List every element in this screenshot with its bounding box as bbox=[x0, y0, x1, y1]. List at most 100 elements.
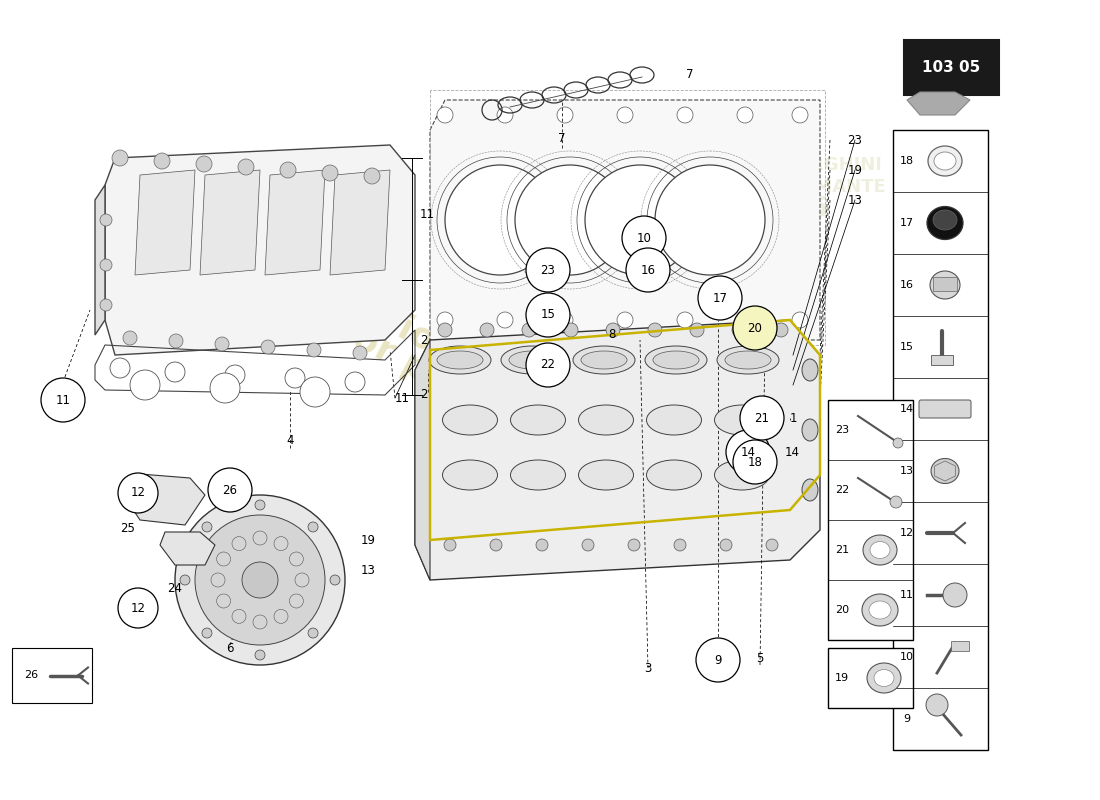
Ellipse shape bbox=[509, 351, 556, 369]
Text: 19: 19 bbox=[847, 163, 862, 177]
Bar bbox=[931, 355, 953, 365]
Circle shape bbox=[480, 323, 494, 337]
Ellipse shape bbox=[437, 351, 483, 369]
Circle shape bbox=[110, 358, 130, 378]
Circle shape bbox=[280, 162, 296, 178]
Circle shape bbox=[564, 323, 578, 337]
Text: 5: 5 bbox=[757, 651, 763, 665]
Ellipse shape bbox=[874, 670, 894, 686]
Text: 24: 24 bbox=[167, 582, 183, 594]
Circle shape bbox=[606, 323, 620, 337]
Text: 12: 12 bbox=[131, 602, 145, 614]
Text: 16: 16 bbox=[640, 263, 656, 277]
Circle shape bbox=[274, 610, 288, 623]
Text: 1: 1 bbox=[790, 411, 798, 425]
Text: 7: 7 bbox=[686, 69, 694, 82]
Polygon shape bbox=[135, 170, 195, 275]
Circle shape bbox=[253, 615, 267, 629]
Ellipse shape bbox=[429, 346, 491, 374]
Bar bbox=[933, 277, 957, 291]
Circle shape bbox=[330, 575, 340, 585]
Text: 9: 9 bbox=[903, 714, 911, 724]
FancyBboxPatch shape bbox=[918, 400, 971, 418]
Ellipse shape bbox=[927, 206, 962, 239]
Circle shape bbox=[210, 373, 240, 403]
Text: 20: 20 bbox=[748, 322, 762, 334]
Circle shape bbox=[242, 562, 278, 598]
Circle shape bbox=[497, 107, 513, 123]
Circle shape bbox=[732, 323, 746, 337]
Circle shape bbox=[696, 638, 740, 682]
Text: 2: 2 bbox=[420, 389, 428, 402]
Text: 85: 85 bbox=[791, 195, 829, 223]
Circle shape bbox=[217, 594, 231, 608]
Circle shape bbox=[300, 377, 330, 407]
Circle shape bbox=[238, 159, 254, 175]
Circle shape bbox=[737, 312, 754, 328]
Text: 16: 16 bbox=[900, 280, 914, 290]
Circle shape bbox=[232, 537, 246, 550]
Text: 11: 11 bbox=[900, 590, 914, 600]
Ellipse shape bbox=[802, 479, 818, 501]
Circle shape bbox=[255, 500, 265, 510]
Polygon shape bbox=[200, 170, 260, 275]
Circle shape bbox=[118, 588, 158, 628]
Ellipse shape bbox=[647, 460, 702, 490]
Ellipse shape bbox=[928, 146, 962, 176]
Text: 10: 10 bbox=[637, 231, 651, 245]
Circle shape bbox=[295, 573, 309, 587]
Circle shape bbox=[261, 340, 275, 354]
Ellipse shape bbox=[653, 351, 698, 369]
Circle shape bbox=[196, 156, 212, 172]
Circle shape bbox=[792, 107, 808, 123]
Circle shape bbox=[648, 323, 662, 337]
Circle shape bbox=[169, 334, 183, 348]
Text: 2: 2 bbox=[420, 334, 428, 346]
Circle shape bbox=[253, 531, 267, 545]
Text: 9: 9 bbox=[714, 654, 722, 666]
Circle shape bbox=[733, 306, 777, 350]
Ellipse shape bbox=[573, 346, 635, 374]
Circle shape bbox=[154, 153, 170, 169]
Polygon shape bbox=[908, 92, 970, 115]
Circle shape bbox=[307, 343, 321, 357]
Text: 11: 11 bbox=[395, 391, 410, 405]
Text: 25: 25 bbox=[121, 522, 135, 534]
Text: 22: 22 bbox=[835, 485, 849, 495]
Circle shape bbox=[195, 515, 324, 645]
Text: 6: 6 bbox=[227, 642, 233, 654]
Circle shape bbox=[285, 368, 305, 388]
Circle shape bbox=[698, 276, 742, 320]
Circle shape bbox=[557, 107, 573, 123]
Text: 21: 21 bbox=[755, 411, 770, 425]
Text: 13: 13 bbox=[848, 194, 862, 206]
Polygon shape bbox=[430, 100, 820, 340]
Circle shape bbox=[232, 610, 246, 623]
Circle shape bbox=[585, 165, 695, 275]
Text: 20: 20 bbox=[835, 605, 849, 615]
Circle shape bbox=[497, 312, 513, 328]
Text: 4: 4 bbox=[286, 434, 294, 446]
Polygon shape bbox=[330, 170, 390, 275]
Text: 12: 12 bbox=[900, 528, 914, 538]
Text: 7: 7 bbox=[558, 131, 565, 145]
Text: a passion: a passion bbox=[277, 250, 463, 370]
Ellipse shape bbox=[645, 346, 707, 374]
Circle shape bbox=[766, 539, 778, 551]
Circle shape bbox=[676, 107, 693, 123]
Circle shape bbox=[628, 539, 640, 551]
Circle shape bbox=[100, 299, 112, 311]
Circle shape bbox=[720, 539, 732, 551]
Circle shape bbox=[893, 438, 903, 448]
Text: 17: 17 bbox=[713, 291, 727, 305]
Circle shape bbox=[308, 628, 318, 638]
Circle shape bbox=[890, 496, 902, 508]
Circle shape bbox=[214, 337, 229, 351]
Bar bbox=[828, 400, 913, 640]
Circle shape bbox=[557, 312, 573, 328]
Polygon shape bbox=[160, 532, 215, 565]
Ellipse shape bbox=[930, 271, 960, 299]
Circle shape bbox=[345, 372, 365, 392]
Bar bbox=[904, 40, 999, 95]
Circle shape bbox=[123, 331, 138, 345]
